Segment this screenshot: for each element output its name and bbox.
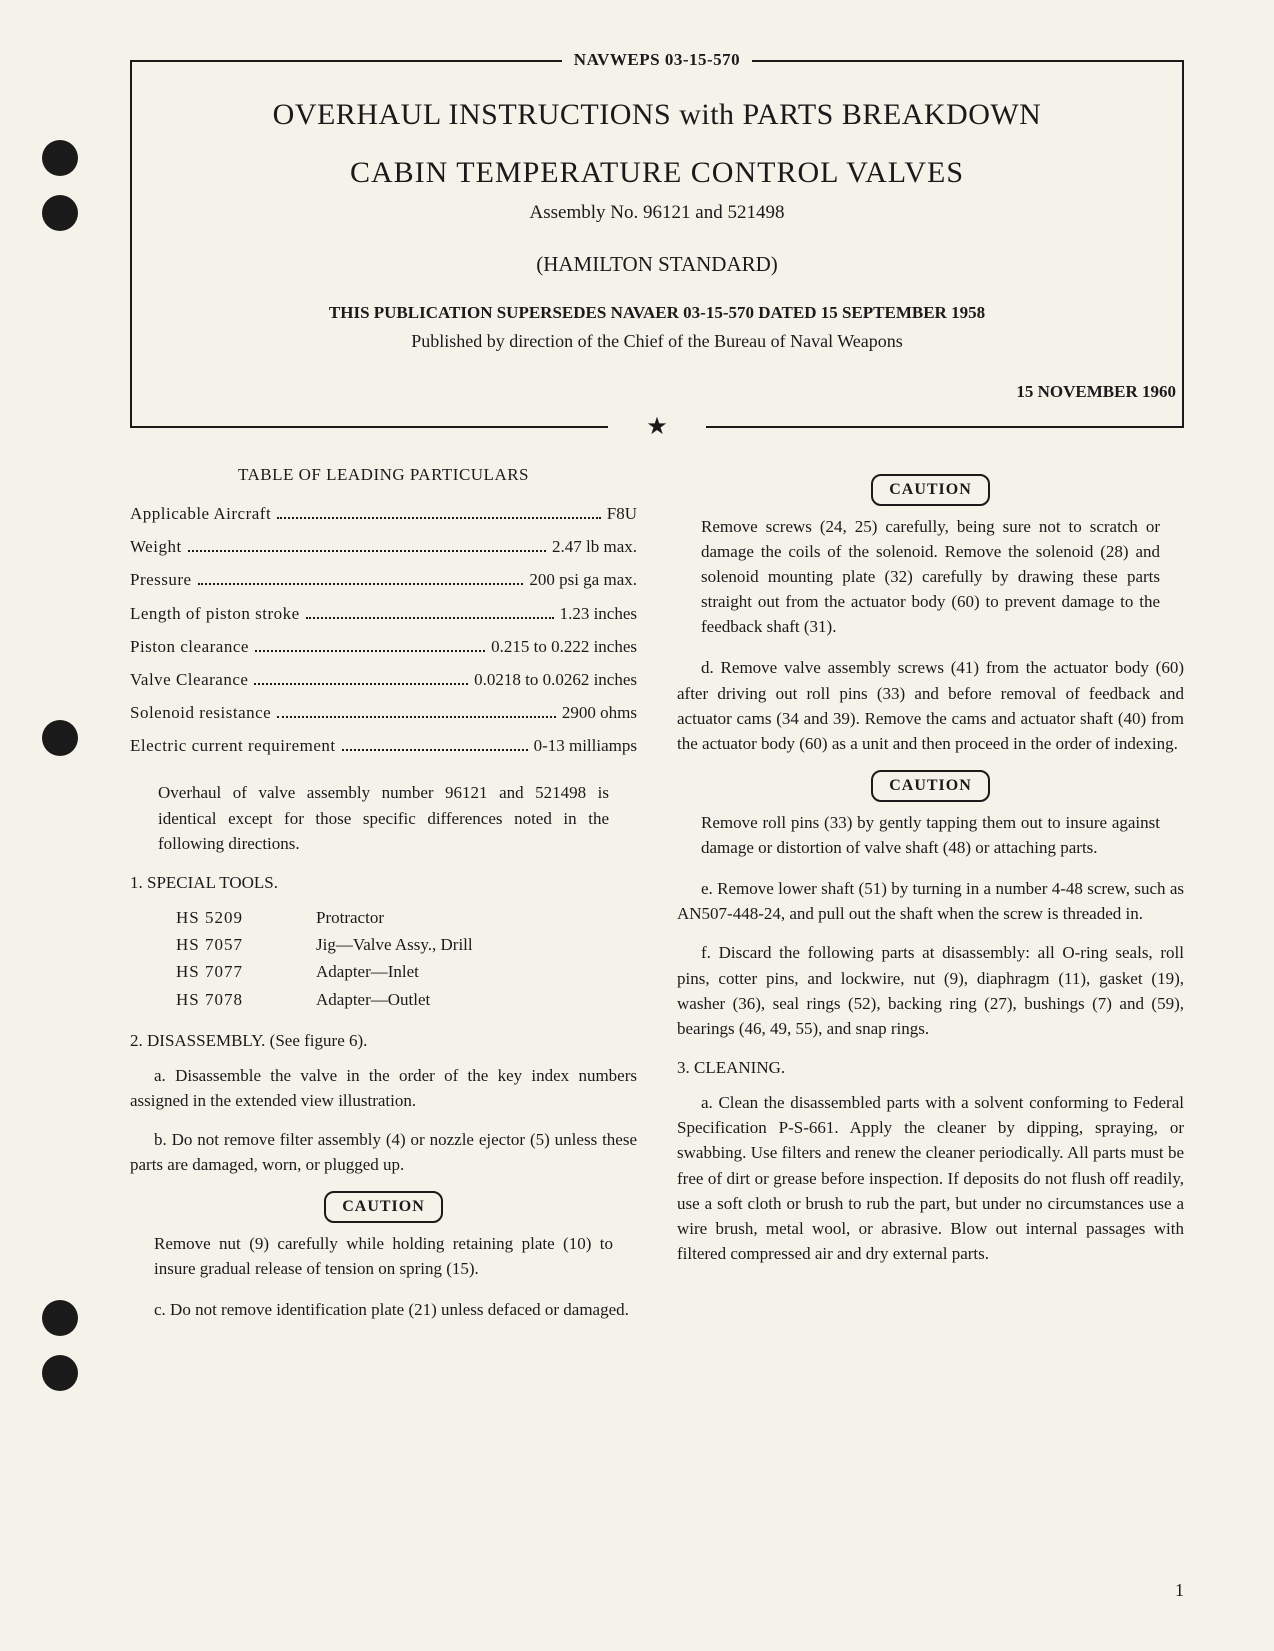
spec-row: Valve Clearance 0.0218 to 0.0262 inches [130, 667, 637, 692]
spec-value: 2900 ohms [562, 700, 637, 725]
tool-row: HS 7077 Adapter—Inlet [176, 959, 637, 984]
tool-part-number: HS 7077 [176, 959, 286, 984]
spec-value: 1.23 inches [560, 601, 637, 626]
caution-label: CAUTION [871, 770, 990, 802]
para-2d: d. Remove valve assembly screws (41) fro… [677, 655, 1184, 756]
leader-dots [277, 716, 556, 718]
assembly-number: Assembly No. 96121 and 521498 [132, 202, 1182, 224]
spec-row: Length of piston stroke 1.23 inches [130, 601, 637, 626]
para-2f: f. Discard the following parts at disass… [677, 940, 1184, 1041]
caution-label: CAUTION [324, 1191, 443, 1223]
leader-dots [188, 550, 546, 552]
spec-row: Pressure 200 psi ga max. [130, 567, 637, 592]
header-frame: NAVWEPS 03-15-570 OVERHAUL INSTRUCTIONS … [130, 60, 1184, 428]
para-text: a. Clean the disassembled parts with a s… [677, 1093, 1184, 1263]
body-columns: TABLE OF LEADING PARTICULARS Applicable … [130, 462, 1184, 1337]
spec-row: Piston clearance 0.215 to 0.222 inches [130, 634, 637, 659]
spec-row: Electric current requirement 0-13 millia… [130, 733, 637, 758]
tool-part-number: HS 7078 [176, 987, 286, 1012]
para-2a: a. Disassemble the valve in the order of… [130, 1063, 637, 1113]
para-text: a. Disassemble the valve in the order of… [130, 1066, 637, 1110]
publisher-line: Published by direction of the Chief of t… [132, 331, 1182, 352]
star-icon: ★ [608, 417, 706, 437]
caution-body: Remove screws (24, 25) carefully, being … [701, 514, 1160, 640]
punch-hole [42, 195, 78, 231]
para-text: d. Remove valve assembly screws (41) fro… [677, 658, 1184, 752]
tool-description: Protractor [316, 905, 384, 930]
doc-number: NAVWEPS 03-15-570 [562, 50, 752, 70]
section-1-heading: 1. SPECIAL TOOLS. [130, 870, 637, 895]
tool-row: HS 7057 Jig—Valve Assy., Drill [176, 932, 637, 957]
leader-dots [342, 749, 528, 751]
caution-body: Remove roll pins (33) by gently tapping … [701, 810, 1160, 860]
spec-value: 200 psi ga max. [529, 567, 637, 592]
spec-label: Applicable Aircraft [130, 501, 271, 526]
tool-description: Adapter—Outlet [316, 987, 430, 1012]
leader-dots [254, 683, 468, 685]
right-column: CAUTION Remove screws (24, 25) carefully… [677, 462, 1184, 1337]
para-text: b. Do not remove filter assembly (4) or … [130, 1130, 637, 1174]
spec-row: Applicable Aircraft F8U [130, 501, 637, 526]
para-2c: c. Do not remove identification plate (2… [130, 1297, 637, 1322]
spec-label: Piston clearance [130, 634, 249, 659]
page: NAVWEPS 03-15-570 OVERHAUL INSTRUCTIONS … [0, 0, 1274, 1651]
title-line-1: OVERHAUL INSTRUCTIONS with PARTS BREAKDO… [132, 98, 1182, 132]
title-line-2: CABIN TEMPERATURE CONTROL VALVES [132, 156, 1182, 190]
left-column: TABLE OF LEADING PARTICULARS Applicable … [130, 462, 637, 1337]
spec-label: Pressure [130, 567, 192, 592]
para-2b: b. Do not remove filter assembly (4) or … [130, 1127, 637, 1177]
tool-description: Jig—Valve Assy., Drill [316, 932, 473, 957]
publication-date: 15 NOVEMBER 1960 [1016, 382, 1176, 402]
leader-dots [277, 517, 601, 519]
para-text: f. Discard the following parts at disass… [677, 943, 1184, 1037]
manufacturer: (HAMILTON STANDARD) [132, 252, 1182, 277]
supersedes-notice: THIS PUBLICATION SUPERSEDES NAVAER 03-15… [132, 303, 1182, 323]
spec-value: F8U [607, 501, 637, 526]
tool-row: HS 5209 Protractor [176, 905, 637, 930]
leader-dots [198, 583, 524, 585]
para-text: e. Remove lower shaft (51) by turning in… [677, 879, 1184, 923]
tool-description: Adapter—Inlet [316, 959, 419, 984]
tool-row: HS 7078 Adapter—Outlet [176, 987, 637, 1012]
punch-hole [42, 1300, 78, 1336]
spec-label: Weight [130, 534, 182, 559]
tool-part-number: HS 5209 [176, 905, 286, 930]
tool-part-number: HS 7057 [176, 932, 286, 957]
spec-label: Solenoid resistance [130, 700, 271, 725]
leader-dots [306, 617, 554, 619]
spec-label: Valve Clearance [130, 667, 248, 692]
caution-label: CAUTION [871, 474, 990, 506]
para-2e: e. Remove lower shaft (51) by turning in… [677, 876, 1184, 926]
spec-value: 0.0218 to 0.0262 inches [474, 667, 637, 692]
page-number: 1 [1175, 1580, 1184, 1601]
para-text: c. Do not remove identification plate (2… [154, 1300, 629, 1319]
spec-label: Length of piston stroke [130, 601, 300, 626]
caution-body: Remove nut (9) carefully while holding r… [154, 1231, 613, 1281]
section-2-heading: 2. DISASSEMBLY. (See figure 6). [130, 1028, 637, 1053]
spec-row: Weight 2.47 lb max. [130, 534, 637, 559]
spec-value: 0-13 milliamps [534, 733, 637, 758]
particulars-heading: TABLE OF LEADING PARTICULARS [130, 462, 637, 487]
section-3-heading: 3. CLEANING. [677, 1055, 1184, 1080]
spec-label: Electric current requirement [130, 733, 336, 758]
intro-paragraph: Overhaul of valve assembly number 96121 … [158, 780, 609, 855]
punch-hole [42, 140, 78, 176]
spec-value: 0.215 to 0.222 inches [491, 634, 637, 659]
punch-hole [42, 1355, 78, 1391]
punch-hole [42, 720, 78, 756]
tool-list: HS 5209 Protractor HS 7057 Jig—Valve Ass… [176, 905, 637, 1012]
spec-value: 2.47 lb max. [552, 534, 637, 559]
leader-dots [255, 650, 485, 652]
spec-row: Solenoid resistance 2900 ohms [130, 700, 637, 725]
para-3a: a. Clean the disassembled parts with a s… [677, 1090, 1184, 1266]
